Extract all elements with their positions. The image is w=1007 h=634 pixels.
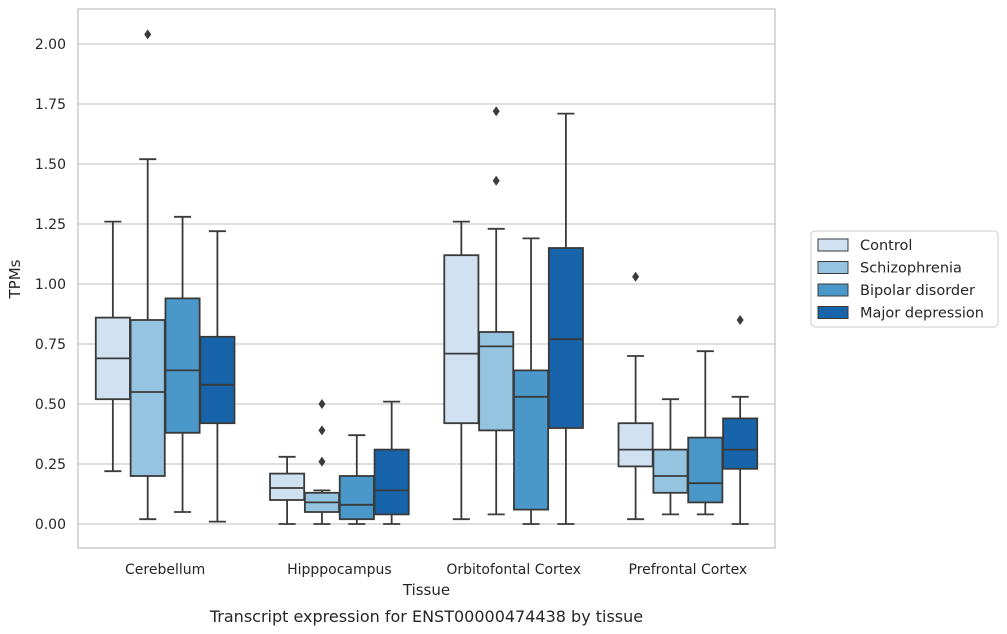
outlier-marker xyxy=(632,271,640,282)
y-tick-label: 1.50 xyxy=(35,157,66,173)
box-body xyxy=(129,319,166,477)
box-major-depression xyxy=(547,112,584,525)
box-bipolar-disorder xyxy=(338,434,375,525)
outlier-marker xyxy=(492,175,500,186)
box-body xyxy=(373,448,410,516)
box-control xyxy=(617,271,654,521)
box-schizophrenia xyxy=(478,106,515,516)
box-bipolar-disorder xyxy=(164,215,201,513)
box-major-depression xyxy=(373,400,410,525)
outlier-marker xyxy=(318,456,326,467)
box-body xyxy=(338,475,375,521)
x-tick-label: Hipppocampus xyxy=(287,562,392,578)
box-schizophrenia xyxy=(652,398,689,516)
outlier-marker xyxy=(736,315,744,325)
box-body xyxy=(617,422,654,468)
box-major-depression xyxy=(199,230,236,523)
outlier-marker xyxy=(318,399,326,409)
outlier-marker xyxy=(318,425,326,436)
x-tick-labels: Cerebellum Hipppocampus Orbitofontal Corte… xyxy=(125,562,747,578)
box-major-depression xyxy=(722,315,759,525)
legend-label: Schizophrenia xyxy=(860,261,962,277)
x-axis-title: Tissue xyxy=(402,581,450,599)
legend: Control Schizophrenia Bipolar disorder Majo… xyxy=(810,230,999,328)
box-body xyxy=(269,472,306,501)
x-tick-label: Cerebellum xyxy=(125,562,205,578)
y-tick-label: 0.00 xyxy=(35,517,66,533)
box-body xyxy=(513,369,550,511)
box-body xyxy=(199,335,236,425)
legend-label: Bipolar disorder xyxy=(860,283,975,299)
box-body xyxy=(478,331,515,432)
box-bipolar-disorder xyxy=(513,237,550,525)
y-tick-label: 2.00 xyxy=(35,37,66,53)
legend-swatch xyxy=(817,238,849,252)
legend-frame xyxy=(810,230,999,328)
box-body xyxy=(547,247,584,429)
outlier-marker xyxy=(492,106,500,117)
y-tick-label: 1.00 xyxy=(35,277,66,293)
box-control xyxy=(94,220,131,473)
x-tick-label: Orbitofontal Cortex xyxy=(446,562,581,578)
legend-swatch xyxy=(817,306,849,319)
chart-caption: Transcript expression for ENST0000047443… xyxy=(209,607,643,626)
legend-swatch xyxy=(817,283,849,297)
box-schizophrenia xyxy=(129,29,166,521)
outlier-marker xyxy=(144,29,152,40)
legend-label: Major depression xyxy=(860,306,984,322)
box-bipolar-disorder xyxy=(687,350,724,516)
box-body xyxy=(164,297,201,434)
boxes xyxy=(94,29,759,525)
box-body xyxy=(443,254,480,425)
y-tick-label: 1.25 xyxy=(35,217,66,233)
legend-label: Control xyxy=(860,238,912,254)
box-schizophrenia xyxy=(303,399,340,525)
box-body xyxy=(687,436,724,504)
y-tick-label: 0.75 xyxy=(35,337,66,353)
y-axis-title: TPMs xyxy=(6,259,24,299)
y-tick-label: 0.25 xyxy=(35,457,66,473)
y-tick-label: 0.50 xyxy=(35,397,66,413)
y-tick-label: 1.75 xyxy=(35,97,66,113)
x-tick-label: Prefrontal Cortex xyxy=(629,562,748,578)
box-control xyxy=(269,455,306,525)
box-body xyxy=(722,417,759,470)
plot-frame xyxy=(77,8,776,549)
box-body xyxy=(652,448,689,494)
box-control xyxy=(443,220,480,521)
legend-swatch xyxy=(817,261,849,274)
y-tick-labels: 0.00 0.25 0.50 0.75 1.00 1.25 1.50 1.75 2.00 xyxy=(35,37,66,533)
